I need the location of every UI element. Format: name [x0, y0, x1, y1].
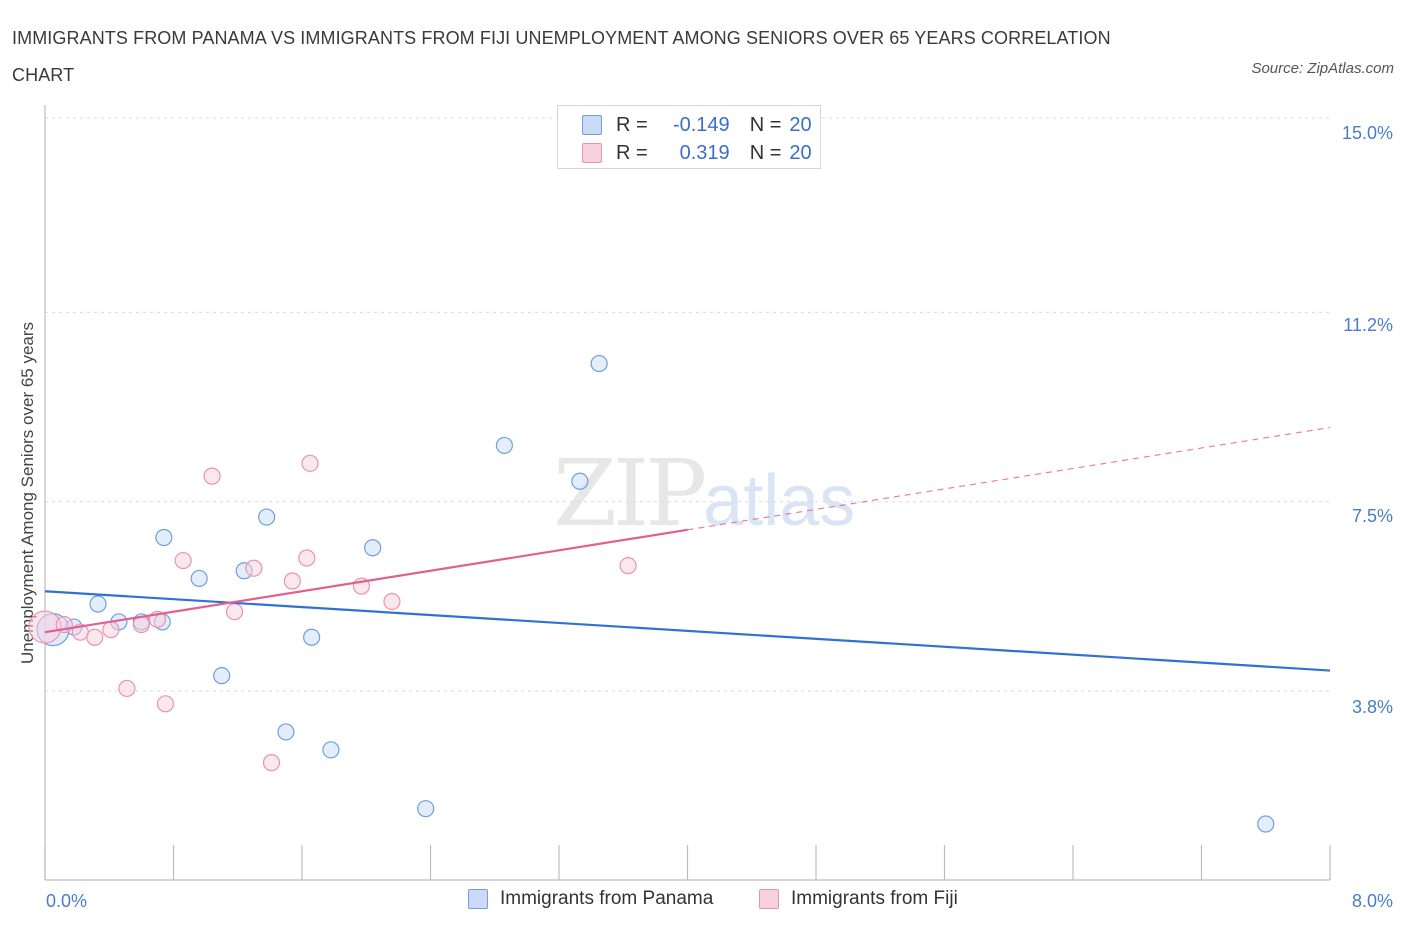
x-tick-label-min: 0.0%	[46, 891, 88, 911]
panama-legend-swatch	[468, 889, 488, 909]
fiji-point	[301, 454, 319, 472]
panama-swatch	[582, 115, 602, 135]
y-tick-label: 11.2%	[1343, 315, 1393, 335]
legend-label-fiji: Immigrants from Fiji	[791, 888, 958, 909]
fiji-point	[156, 695, 175, 713]
y-tick-label: 3.8%	[1351, 697, 1393, 717]
fiji-legend-swatch	[759, 889, 779, 909]
r-label: R =	[616, 113, 648, 136]
n-label: N =	[749, 141, 782, 164]
panama-point	[89, 595, 107, 613]
fiji-point	[174, 551, 192, 570]
fiji-point	[245, 559, 263, 577]
legend-row-panama: R = -0.149 N = 20	[582, 113, 812, 137]
fiji-point	[298, 549, 316, 567]
n-value: 20	[789, 141, 812, 164]
panama-point	[277, 723, 295, 741]
panama-point	[190, 569, 208, 588]
correlation-legend: R = -0.149 N = 20 R = 0.319 N = 20	[557, 105, 821, 169]
fiji-point	[619, 557, 637, 575]
watermark: ZIPatlas	[553, 440, 856, 547]
legend-row-fiji: R = 0.319 N = 20	[582, 141, 812, 165]
fiji-point	[118, 679, 136, 698]
r-value: 0.319	[679, 141, 730, 164]
panama-point	[155, 528, 173, 547]
legend-item-fiji: Immigrants from Fiji	[759, 888, 958, 910]
n-label: N =	[749, 113, 782, 136]
fiji-point	[283, 572, 301, 590]
panama-point	[571, 472, 589, 490]
r-value: -0.149	[672, 113, 730, 136]
fiji-point	[203, 467, 221, 485]
y-tick-label: 7.5%	[1351, 506, 1393, 526]
panama-trend-line	[44, 590, 1331, 672]
y-tick-label: 15.0%	[1341, 123, 1393, 143]
panama-point	[495, 436, 513, 455]
panama-point	[213, 667, 231, 685]
fiji-swatch	[582, 143, 602, 163]
x-tick-label-max: 8.0%	[1351, 891, 1393, 911]
chart-title: IMMIGRANTS FROM PANAMA VS IMMIGRANTS FRO…	[12, 28, 1111, 85]
fiji-trend-extension	[687, 426, 1331, 531]
fiji-point	[132, 615, 150, 634]
legend-label-panama: Immigrants from Panama	[500, 888, 714, 909]
panama-point	[590, 354, 608, 373]
source-label: Source: ZipAtlas.com	[1251, 60, 1394, 77]
r-label: R =	[616, 141, 648, 164]
panama-point	[258, 508, 276, 526]
panama-point	[364, 539, 382, 557]
fiji-point	[102, 621, 120, 639]
fiji-point	[225, 603, 244, 621]
panama-point	[1257, 815, 1275, 833]
fiji-point	[383, 592, 401, 611]
panama-point	[303, 628, 321, 646]
fiji-trend-line	[44, 528, 688, 634]
panama-point	[417, 800, 435, 818]
fiji-point	[262, 754, 281, 772]
legend-item-panama: Immigrants from Panama	[468, 888, 713, 910]
fiji-point	[86, 628, 104, 646]
panama-point	[322, 741, 340, 759]
n-value: 20	[789, 113, 812, 136]
